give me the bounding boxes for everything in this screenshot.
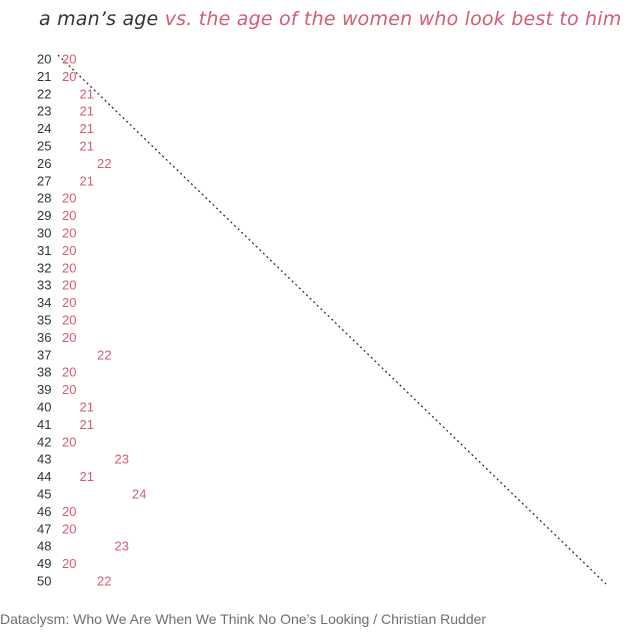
woman-age-point: 20 xyxy=(62,260,76,275)
man-age-label: 45 xyxy=(37,487,51,502)
man-age-label: 31 xyxy=(37,243,51,258)
woman-age-point: 21 xyxy=(80,121,94,136)
woman-age-point: 20 xyxy=(62,295,76,310)
man-age-label: 39 xyxy=(37,382,51,397)
chart-title: a man’s age vs. the age of the women who… xyxy=(39,8,621,30)
diagonal-reference-line xyxy=(57,54,607,585)
woman-age-point: 20 xyxy=(62,521,76,536)
woman-age-point: 21 xyxy=(80,139,94,154)
man-age-label: 35 xyxy=(37,313,51,328)
woman-age-point: 20 xyxy=(62,504,76,519)
woman-age-point: 22 xyxy=(97,156,111,171)
woman-age-point: 23 xyxy=(115,452,129,467)
woman-age-point: 20 xyxy=(62,313,76,328)
woman-age-point: 20 xyxy=(62,330,76,345)
man-age-label: 34 xyxy=(37,295,51,310)
woman-age-point: 20 xyxy=(62,243,76,258)
man-age-label: 48 xyxy=(37,539,51,554)
woman-age-point: 20 xyxy=(62,278,76,293)
woman-age-point: 20 xyxy=(62,208,76,223)
man-age-label: 49 xyxy=(37,556,51,571)
man-age-label: 50 xyxy=(37,574,51,589)
woman-age-point: 20 xyxy=(62,365,76,380)
woman-age-point: 22 xyxy=(97,347,111,362)
man-age-label: 44 xyxy=(37,469,51,484)
man-age-label: 47 xyxy=(37,521,51,536)
chart-title-man-age: a man’s age xyxy=(39,8,159,30)
woman-age-point: 23 xyxy=(115,539,129,554)
man-age-label: 29 xyxy=(37,208,51,223)
woman-age-point: 20 xyxy=(62,69,76,84)
woman-age-point: 20 xyxy=(62,556,76,571)
man-age-label: 33 xyxy=(37,278,51,293)
man-age-label: 28 xyxy=(37,191,51,206)
woman-age-point: 20 xyxy=(62,382,76,397)
man-age-label: 40 xyxy=(37,400,51,415)
man-age-label: 42 xyxy=(37,434,51,449)
man-age-label: 43 xyxy=(37,452,51,467)
man-age-label: 41 xyxy=(37,417,51,432)
man-age-label: 32 xyxy=(37,260,51,275)
man-age-label: 38 xyxy=(37,365,51,380)
man-age-label: 23 xyxy=(37,104,51,119)
source-credit: Dataclysm: Who We Are When We Think No O… xyxy=(0,611,487,627)
man-age-label: 26 xyxy=(37,156,51,171)
man-age-label: 27 xyxy=(37,173,51,188)
woman-age-point: 21 xyxy=(80,173,94,188)
chart-title-women-age: vs. the age of the women who look best t… xyxy=(158,8,622,30)
woman-age-point: 21 xyxy=(80,417,94,432)
man-age-label: 36 xyxy=(37,330,51,345)
woman-age-point: 21 xyxy=(80,86,94,101)
woman-age-point: 20 xyxy=(62,52,76,67)
man-age-label: 20 xyxy=(37,52,51,67)
woman-age-point: 22 xyxy=(97,574,111,589)
woman-age-point: 20 xyxy=(62,226,76,241)
man-age-label: 46 xyxy=(37,504,51,519)
woman-age-point: 21 xyxy=(80,104,94,119)
woman-age-point: 21 xyxy=(80,469,94,484)
man-age-label: 37 xyxy=(37,347,51,362)
man-age-label: 25 xyxy=(37,139,51,154)
man-age-label: 21 xyxy=(37,69,51,84)
woman-age-point: 20 xyxy=(62,434,76,449)
man-age-label: 22 xyxy=(37,86,51,101)
man-age-label: 30 xyxy=(37,226,51,241)
woman-age-point: 24 xyxy=(132,487,146,502)
man-age-label: 24 xyxy=(37,121,51,136)
woman-age-point: 20 xyxy=(62,191,76,206)
woman-age-point: 21 xyxy=(80,400,94,415)
